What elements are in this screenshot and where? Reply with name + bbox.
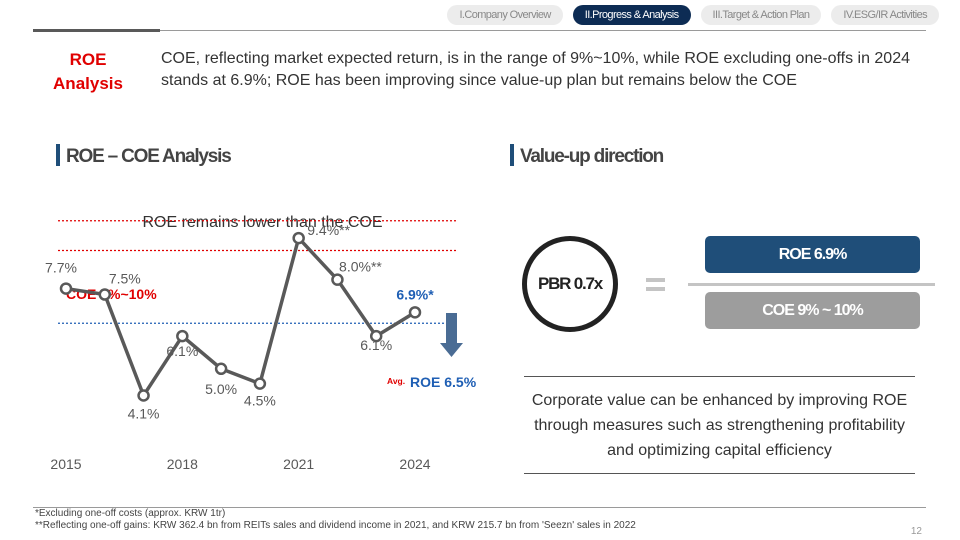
roe-point-label: 5.0%	[205, 381, 237, 397]
conclusion-text: Corporate value can be enhanced by impro…	[531, 391, 908, 459]
x-tick-label: 2021	[283, 456, 314, 472]
heading-bar	[56, 144, 60, 166]
roe-point-label: 6.1%	[166, 343, 198, 359]
roe-point	[214, 362, 228, 376]
fraction-line	[688, 283, 935, 286]
x-tick-label: 2024	[399, 456, 430, 472]
footnote-1: *Excluding one-off costs (approx. KRW 1t…	[35, 508, 226, 519]
pbr-circle: PBR 0.7x	[522, 236, 618, 332]
coe-box: COE 9% ~ 10%	[705, 292, 920, 329]
roe-point	[253, 377, 267, 390]
page-title-line2: Analysis	[53, 74, 123, 93]
roe-point-label: 4.1%	[128, 406, 160, 422]
footnote-2: **Reflecting one-off gains: KRW 362.4 bn…	[35, 520, 636, 531]
roe-box: ROE 6.9%	[705, 236, 920, 273]
roe-point	[369, 329, 383, 343]
x-tick-label: 2015	[50, 456, 81, 472]
roe-point	[98, 288, 112, 301]
page-number: 12	[910, 526, 922, 537]
roe-point-label: 7.5%	[109, 271, 141, 287]
roe-point	[137, 389, 150, 402]
roe-point-label: 9.4%**	[307, 222, 350, 238]
equals-icon	[646, 278, 665, 296]
header-divider-accent	[33, 29, 160, 32]
roe-point	[176, 329, 189, 343]
left-section-heading: ROE – COE Analysis	[56, 144, 232, 168]
pbr-label: PBR 0.7x	[537, 274, 603, 293]
heading-bar	[510, 144, 514, 166]
gap-arrow-head	[440, 343, 463, 357]
roe-point	[292, 231, 305, 245]
page-summary: COE, reflecting market expected return, …	[161, 50, 910, 89]
roe-line-chart: COE 9%~10% Avg. ROE 6.5% 7.7% 7.5% 4.1% 6.1% 5.…	[45, 220, 477, 472]
coe-band-label: COE 9%~10%	[66, 286, 157, 302]
section-nav: I.Company Overview II.Progress & Analysi…	[447, 5, 939, 25]
page-title: ROE Analysis	[40, 48, 136, 96]
roe-point	[59, 282, 73, 295]
roe-point-label: 6.1%	[360, 337, 392, 353]
roe-point	[408, 306, 422, 319]
right-section-heading: Value-up direction	[510, 144, 664, 168]
tab-target-action-plan[interactable]: III.Target & Action Plan	[700, 5, 822, 25]
header-divider	[33, 30, 926, 31]
roe-point-label: 6.9%*	[396, 286, 434, 302]
avg-roe-prefix: Avg.	[387, 376, 405, 386]
roe-point-label: 8.0%**	[339, 259, 382, 275]
avg-roe-label: ROE 6.5%	[410, 374, 477, 390]
roe-point	[331, 273, 344, 286]
tab-progress-analysis[interactable]: II.Progress & Analysis	[572, 5, 691, 25]
tab-company-overview[interactable]: I.Company Overview	[447, 5, 563, 25]
left-heading-text: ROE – COE Analysis	[66, 146, 232, 167]
x-tick-label: 2018	[167, 456, 198, 472]
roe-point-label: 4.5%	[244, 393, 276, 409]
chart-subtitle: ROE remains lower than the COE	[142, 214, 383, 231]
roe-series-line	[65, 236, 416, 398]
page-title-line1: ROE	[69, 50, 107, 69]
conclusion-box: Corporate value can be enhanced by impro…	[524, 376, 915, 474]
right-heading-text: Value-up direction	[520, 146, 664, 167]
footer-divider	[33, 507, 926, 508]
roe-point-label: 7.7%	[45, 260, 77, 276]
tab-esg-ir-activities[interactable]: IV.ESG/IR Activities	[831, 5, 939, 25]
gap-arrow-shaft	[446, 313, 457, 344]
